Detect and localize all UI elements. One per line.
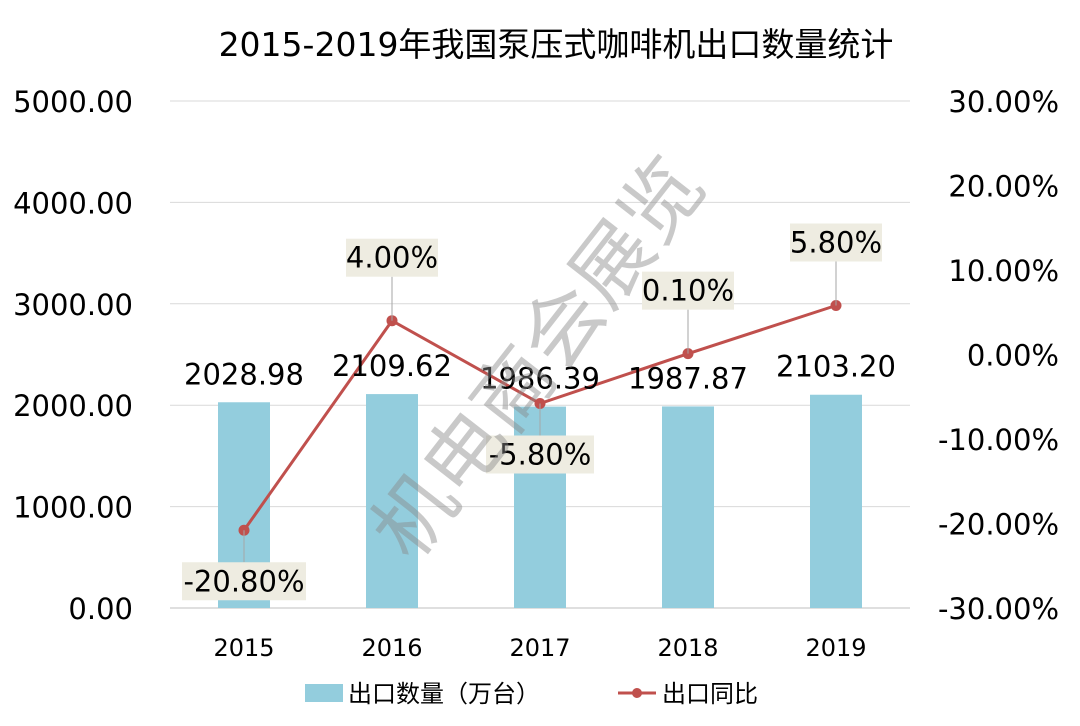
bar	[366, 394, 418, 608]
right-tick-label: 0.00%	[967, 339, 1059, 373]
legend: 出口数量（万台） 出口同比	[305, 680, 758, 708]
bar-value-label: 2109.62	[332, 349, 452, 383]
right-tick-label: 30.00%	[948, 85, 1059, 119]
x-tick-label: 2018	[657, 634, 718, 662]
line-value-label: 5.80%	[790, 225, 882, 259]
bar-value-label: 1986.39	[480, 362, 600, 396]
line-value-label: -5.80%	[489, 438, 592, 472]
line-label-box	[642, 271, 734, 310]
right-tick-label: 20.00%	[948, 170, 1059, 204]
left-tick-label: 1000.00	[13, 491, 133, 525]
right-tick-label: -20.00%	[938, 508, 1059, 542]
left-tick-label: 3000.00	[13, 288, 133, 322]
line-value-label: 4.00%	[346, 241, 438, 275]
left-tick-label: 5000.00	[13, 85, 133, 119]
line-value-label: -20.80%	[183, 564, 304, 598]
x-tick-label: 2017	[509, 634, 570, 662]
line-label-box	[346, 238, 438, 277]
right-tick-label: 10.00%	[948, 254, 1059, 288]
line-label-box	[790, 223, 882, 262]
x-tick-label: 2019	[805, 634, 866, 662]
bar	[662, 406, 714, 608]
chart-title: 2015-2019年我国泵压式咖啡机出口数量统计	[219, 25, 894, 64]
data-labels: 2028.98 2109.62 1986.39 1987.87 2103.20 -20.8…	[182, 223, 896, 601]
right-tick-label: -10.00%	[938, 423, 1059, 457]
left-tick-label: 4000.00	[13, 186, 133, 220]
x-tick-label: 2016	[361, 634, 422, 662]
bar-value-label: 1987.87	[628, 361, 748, 395]
line-label-box	[182, 562, 306, 601]
legend-line-marker	[632, 688, 642, 698]
bar-value-label: 2028.98	[184, 357, 304, 391]
bar-value-label: 2103.20	[776, 350, 896, 384]
line-value-label: 0.10%	[642, 274, 734, 308]
x-axis: 2015 2016 2017 2018 2019	[213, 634, 866, 662]
left-axis: 0.00 1000.00 2000.00 3000.00 4000.00 5000.00	[13, 85, 133, 626]
left-tick-label: 2000.00	[13, 389, 133, 423]
left-tick-label: 0.00	[68, 592, 133, 626]
legend-line-label: 出口同比	[662, 680, 758, 708]
bar	[810, 394, 862, 608]
legend-bar-swatch	[305, 684, 343, 702]
bar-series	[218, 394, 862, 608]
right-axis: -30.00% -20.00% -10.00% 0.00% 10.00% 20.00% 30…	[938, 85, 1059, 626]
legend-bar-label: 出口数量（万台）	[348, 680, 540, 708]
right-tick-label: -30.00%	[938, 592, 1059, 626]
line-label-box	[486, 435, 594, 474]
x-tick-label: 2015	[213, 634, 274, 662]
